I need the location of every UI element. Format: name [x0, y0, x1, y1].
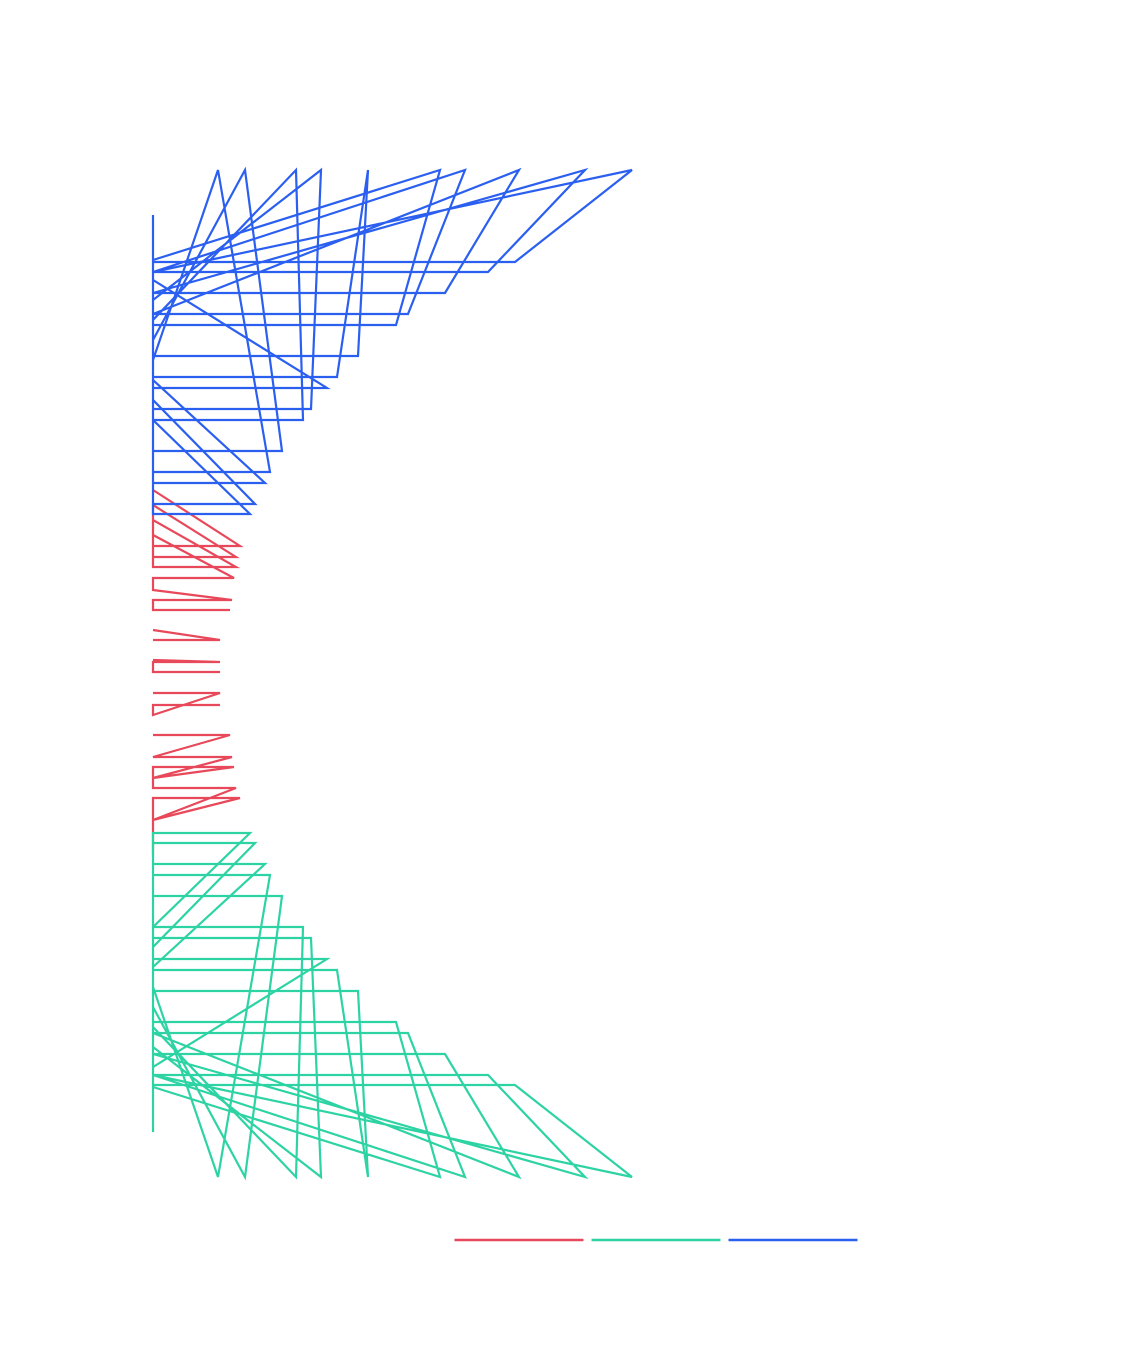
series-line — [151, 489, 244, 855]
series-line — [151, 831, 633, 1181]
series-line — [151, 166, 633, 516]
